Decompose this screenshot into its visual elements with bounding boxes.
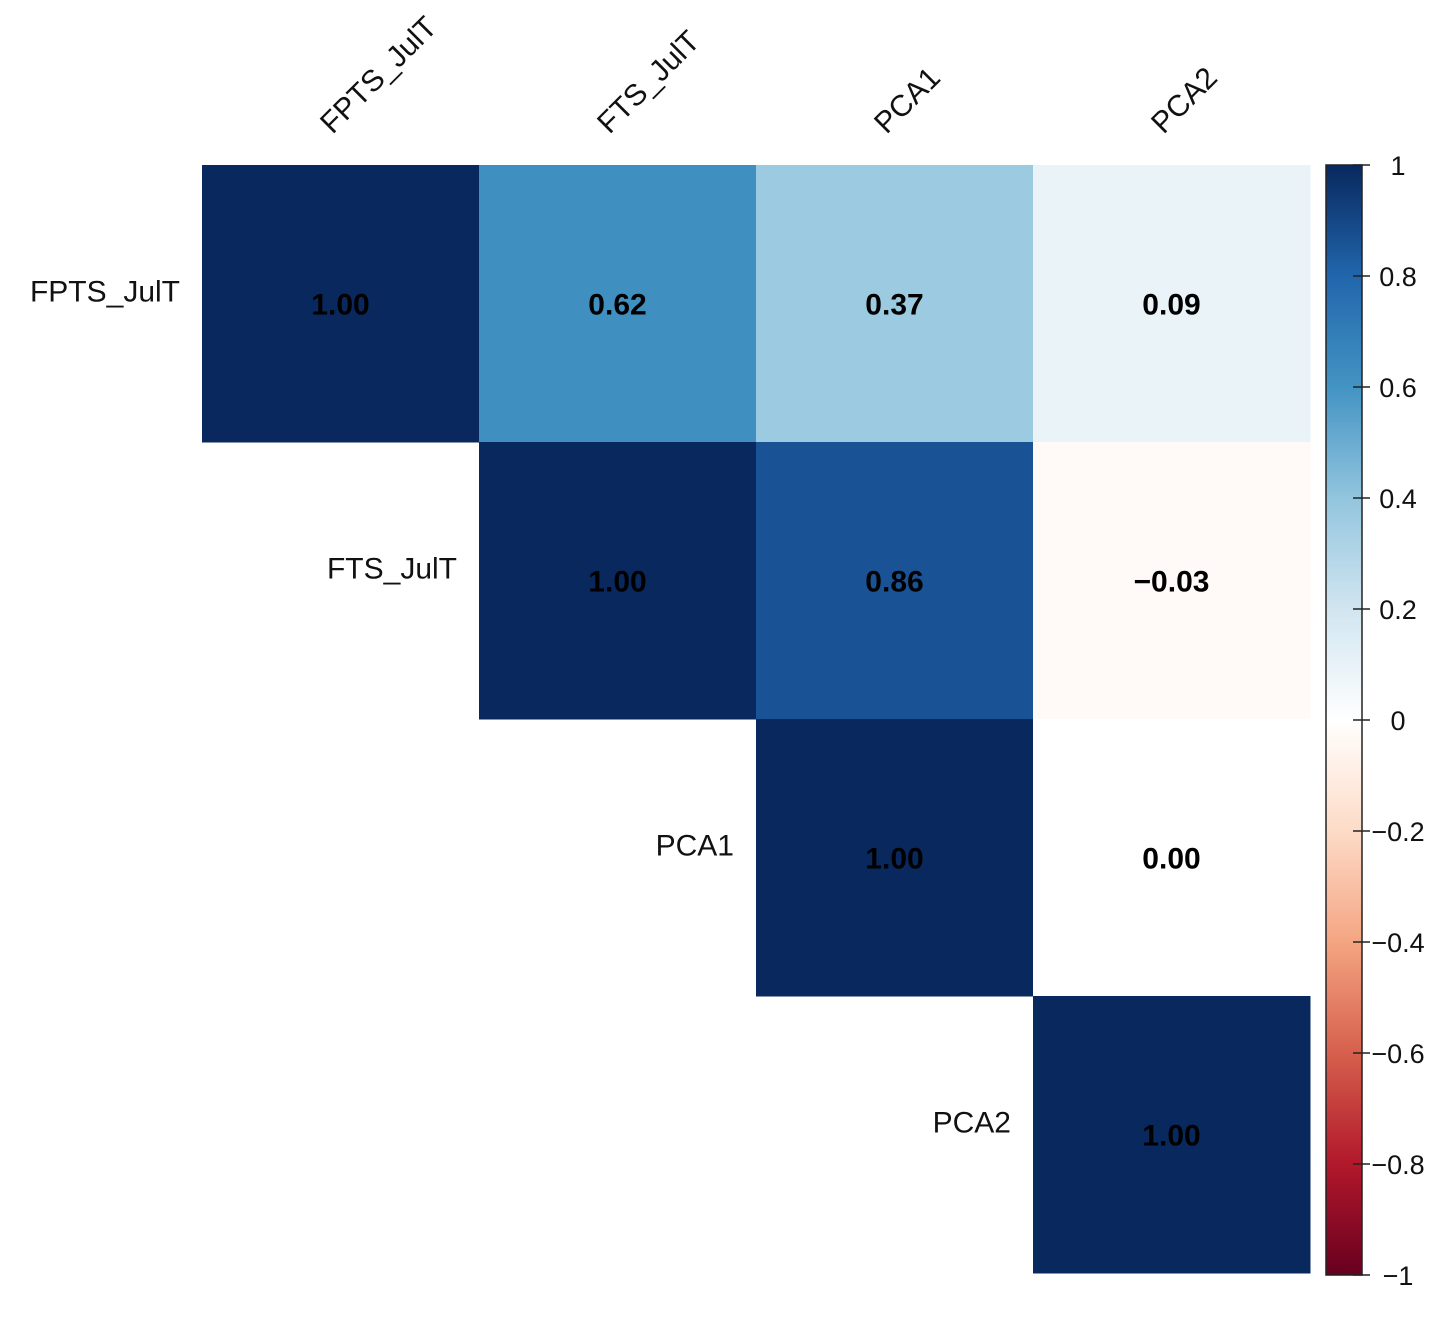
heatmap-cell-0-0: [202, 165, 480, 443]
cell-value-label-0-0: 1.00: [311, 289, 369, 322]
column-label-0: FPTS_JulT: [314, 11, 443, 140]
colorbar-tick-label-9: −0.8: [1371, 1150, 1424, 1180]
row-label-1: FTS_JulT: [327, 553, 457, 586]
cell-value-label-1-2: 0.86: [865, 566, 923, 599]
heatmap-cell-0-1: [479, 165, 757, 443]
colorbar-tick-label-5: 0: [1390, 706, 1405, 736]
cell-value-label-1-3: −0.03: [1134, 566, 1210, 599]
heatmap-cell-1-1: [479, 442, 757, 720]
heatmap-cell-3-3: [1033, 996, 1311, 1274]
cell-value-label-2-2: 1.00: [865, 843, 923, 876]
row-label-0: FPTS_JulT: [30, 276, 180, 309]
cell-value-label-0-1: 0.62: [588, 289, 646, 322]
cell-value-label-0-3: 0.09: [1142, 289, 1200, 322]
cell-value-label-2-3: 0.00: [1142, 843, 1200, 876]
colorbar-tick-label-8: −0.6: [1371, 1039, 1424, 1069]
column-label-1: FTS_JulT: [591, 25, 706, 140]
colorbar-tick-label-4: 0.2: [1379, 595, 1417, 625]
colorbar-tick-label-6: −0.2: [1371, 817, 1424, 847]
cell-value-label-3-3: 1.00: [1142, 1120, 1200, 1153]
heatmap-cell-0-2: [756, 165, 1034, 443]
cell-value-label-1-1: 1.00: [588, 566, 646, 599]
row-label-3: PCA2: [933, 1107, 1011, 1140]
heatmap-cell-1-2: [756, 442, 1034, 720]
colorbar-tick-label-3: 0.4: [1379, 484, 1417, 514]
row-label-2: PCA1: [656, 830, 734, 863]
colorbar-tick-label-2: 0.6: [1379, 373, 1417, 403]
heatmap-cell-2-2: [756, 719, 1034, 997]
column-label-3: PCA2: [1145, 61, 1224, 140]
colorbar-tick-label-1: 0.8: [1379, 262, 1417, 292]
heatmap-cell-0-3: [1033, 165, 1311, 443]
column-label-2: PCA1: [868, 61, 947, 140]
heatmap-cell-2-3: [1033, 719, 1311, 997]
colorbar-tick-label-10: −1: [1383, 1261, 1414, 1291]
heatmap-cell-1-3: [1033, 442, 1311, 720]
colorbar-tick-label-0: 1: [1390, 151, 1405, 181]
colorbar-tick-label-7: −0.4: [1371, 928, 1424, 958]
cell-value-label-0-2: 0.37: [865, 289, 923, 322]
